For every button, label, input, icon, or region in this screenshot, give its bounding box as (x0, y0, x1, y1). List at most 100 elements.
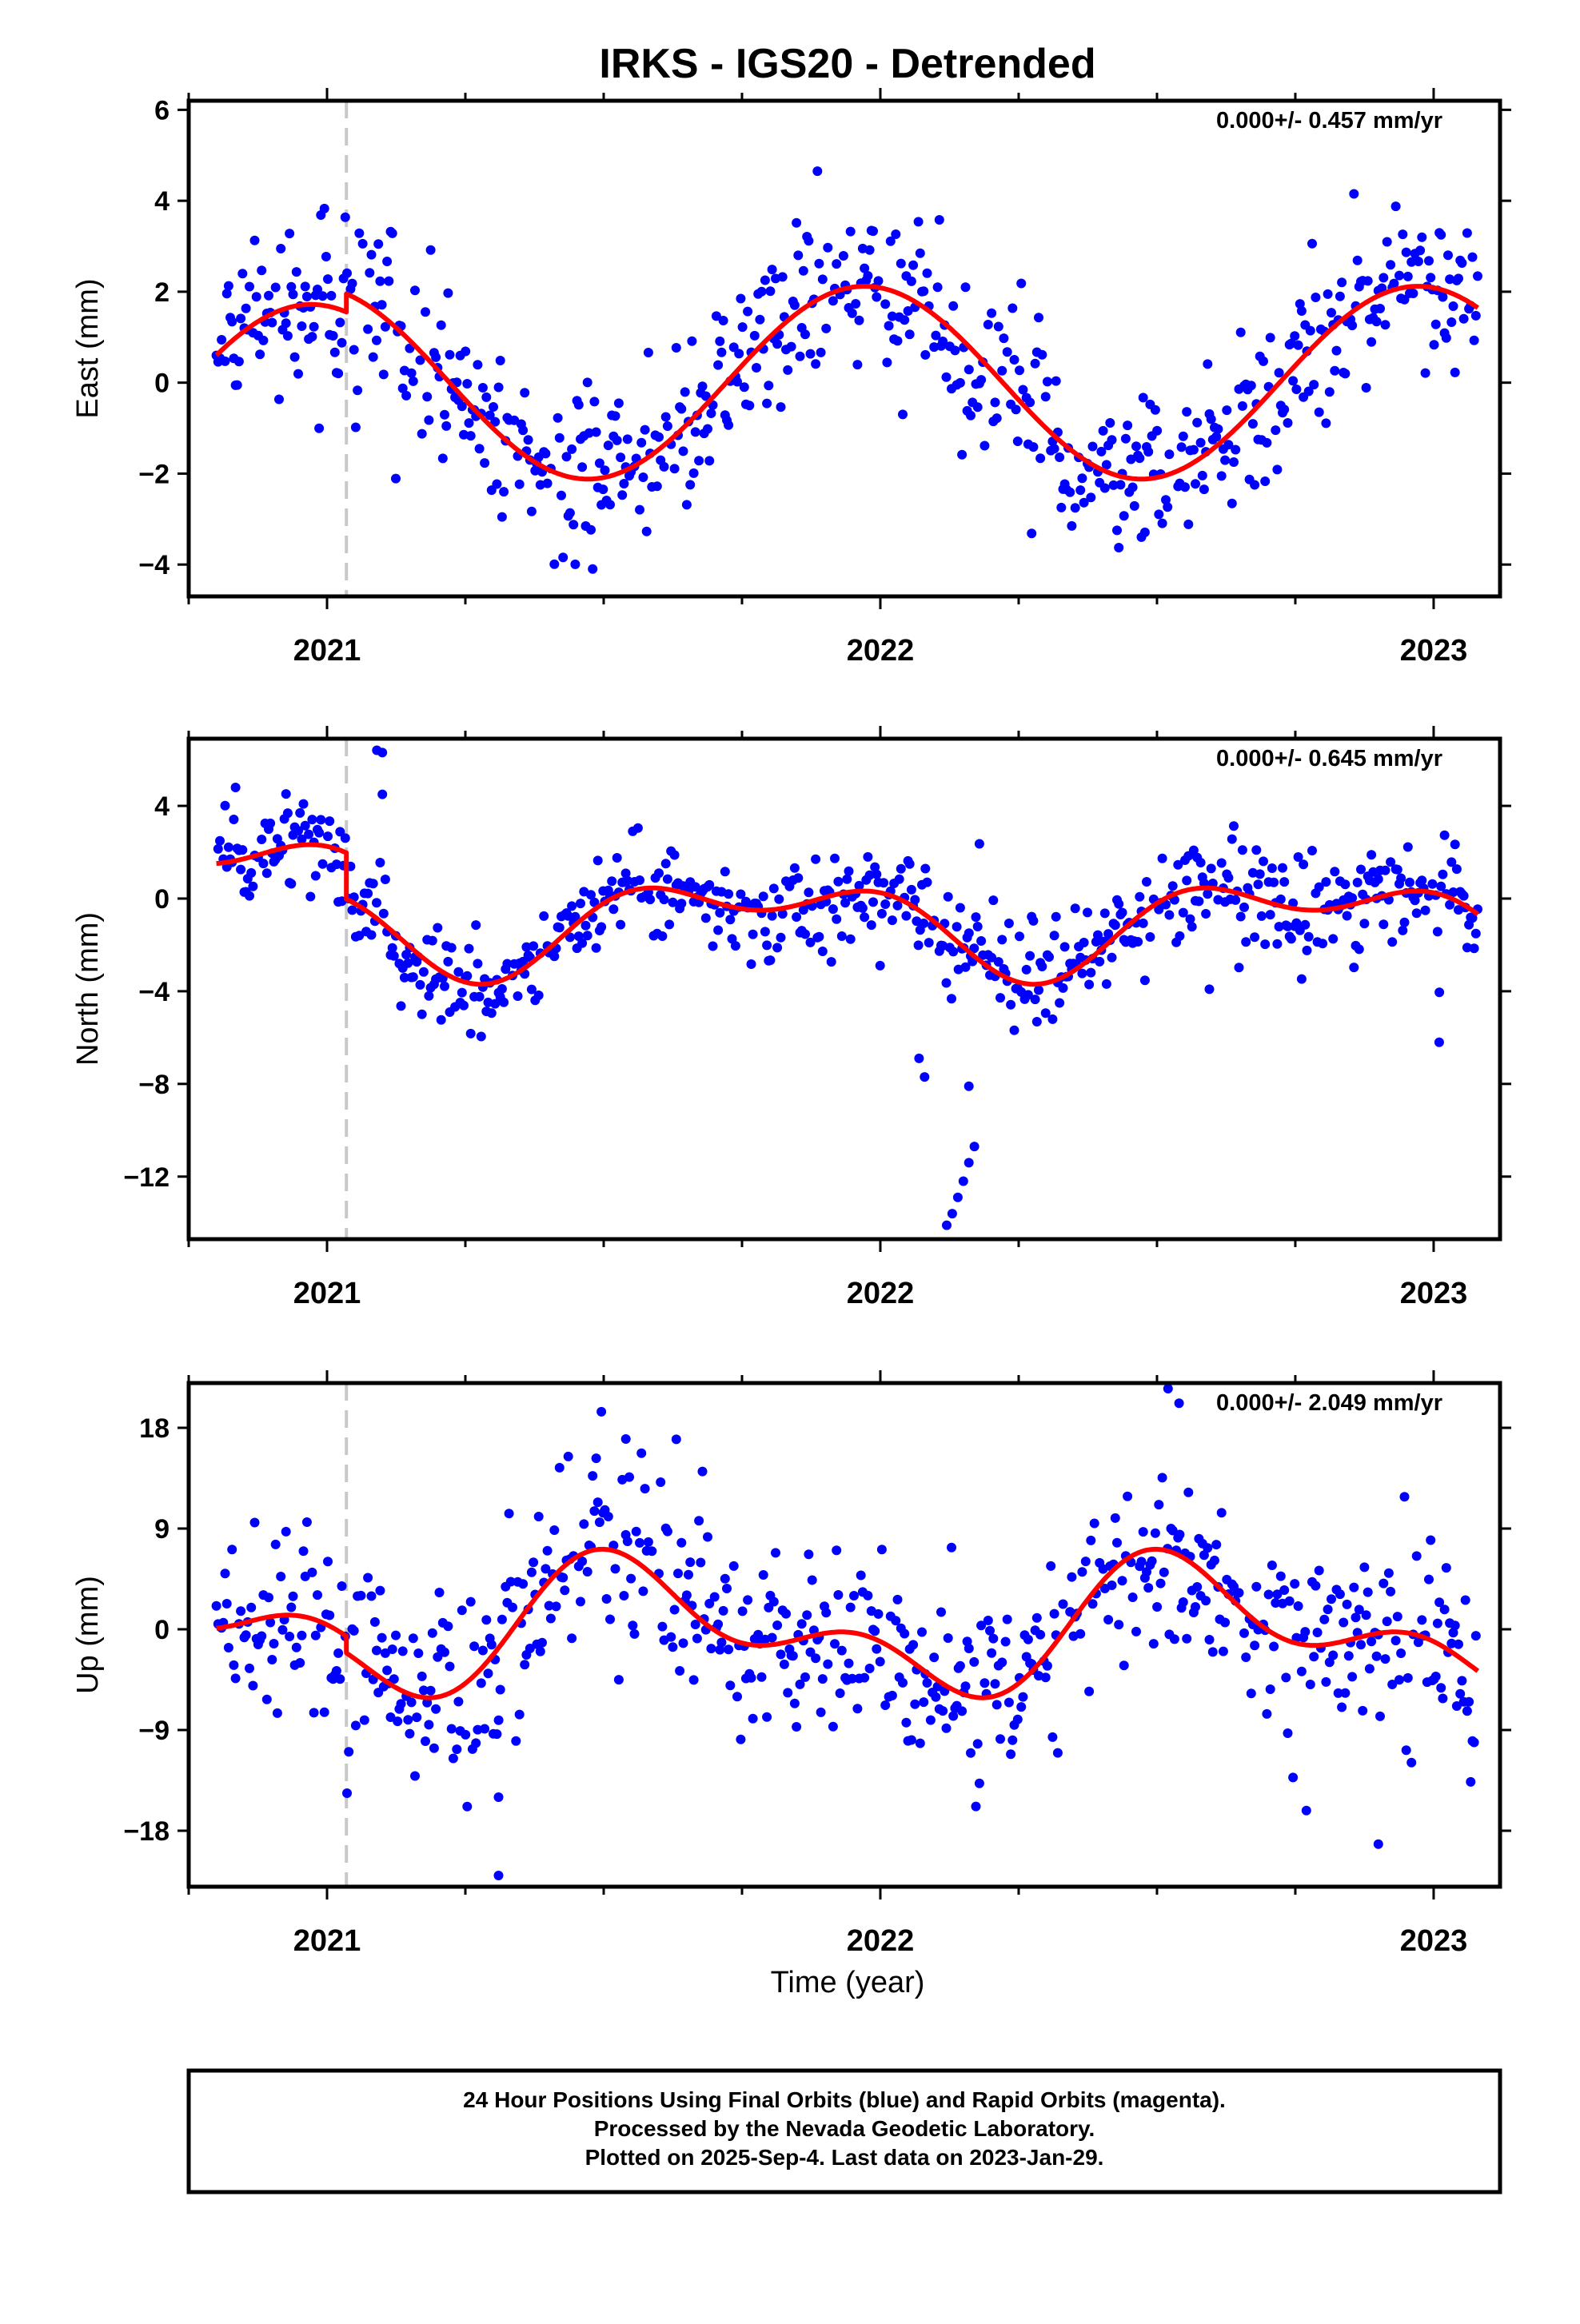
north-data-point (620, 868, 631, 879)
up-data-point (830, 1639, 840, 1649)
up-data-point (1003, 1697, 1014, 1708)
north-data-point (1256, 911, 1267, 921)
north-data-point (1139, 975, 1150, 986)
up-data-point (1154, 1500, 1164, 1510)
up-data-point (349, 1625, 359, 1636)
east-data-point (762, 398, 772, 409)
east-data-point (1028, 442, 1039, 452)
east-data-point (960, 282, 971, 293)
north-data-point (969, 943, 980, 954)
up-data-point (563, 1451, 573, 1461)
east-xtick-label: 2021 (293, 634, 361, 668)
north-data-point (774, 894, 784, 904)
east-data-point (249, 235, 260, 245)
east-data-point (752, 363, 761, 373)
east-data-point (873, 276, 884, 286)
north-data-point (497, 984, 507, 994)
up-data-point (1127, 1593, 1138, 1602)
up-data-point (669, 1604, 680, 1615)
east-data-point (526, 506, 537, 516)
up-data-point (223, 1643, 233, 1652)
east-data-point (307, 332, 317, 342)
up-data-point (804, 1549, 814, 1560)
up-data-point (1430, 1672, 1441, 1681)
up-data-point (941, 1723, 952, 1733)
east-data-point (600, 465, 610, 476)
east-data-point (1229, 457, 1239, 467)
east-data-point (1163, 502, 1173, 512)
east-data-point (1237, 401, 1247, 411)
east-data-point (1213, 424, 1223, 434)
east-data-point (1462, 228, 1472, 238)
north-data-point (1411, 908, 1422, 919)
east-data-point (1176, 442, 1187, 452)
up-data-point (424, 1720, 434, 1730)
up-data-point (704, 1598, 715, 1608)
up-data-point (427, 1628, 437, 1638)
north-data-point (919, 919, 929, 928)
north-data-point (817, 947, 828, 956)
north-ytick-label: −4 (138, 977, 170, 1007)
east-data-point (245, 281, 254, 292)
north-data-point (1101, 979, 1111, 989)
east-data-point (457, 401, 467, 412)
up-data-point (1182, 1633, 1192, 1644)
up-data-point (425, 1685, 436, 1696)
east-data-point (694, 456, 704, 466)
east-data-point (301, 292, 312, 301)
up-data-point (520, 1660, 530, 1670)
east-data-point (922, 268, 932, 278)
up-data-point (1016, 1702, 1027, 1712)
east-data-point (1235, 327, 1246, 337)
north-data-point (323, 831, 333, 842)
east-data-point (558, 552, 569, 563)
east-data-point (1279, 405, 1290, 415)
up-data-point (337, 1581, 347, 1591)
north-data-point (1015, 931, 1024, 942)
up-data-point (1411, 1551, 1422, 1561)
east-data-point (929, 342, 940, 353)
north-data-point (1055, 998, 1065, 1008)
east-data-point (424, 415, 434, 425)
up-data-point (1107, 1581, 1117, 1590)
north-data-point (399, 972, 409, 983)
east-data-point (991, 413, 1002, 424)
east-data-point (415, 355, 425, 365)
north-data-point (418, 967, 429, 977)
east-data-point (309, 321, 319, 332)
north-data-point (1299, 859, 1309, 870)
up-data-point (448, 1753, 458, 1764)
up-data-point (685, 1557, 696, 1568)
up-data-point (901, 1717, 912, 1728)
up-data-point (624, 1472, 634, 1482)
up-data-point (1040, 1672, 1051, 1683)
east-data-point (847, 308, 857, 318)
north-data-point (830, 853, 840, 863)
north-data-point (724, 889, 734, 899)
up-data-point (1284, 1596, 1295, 1606)
north-data-point (826, 957, 836, 967)
north-data-point (1077, 968, 1087, 979)
east-data-point (366, 249, 377, 260)
up-data-point (418, 1685, 429, 1696)
up-data-point (542, 1545, 553, 1556)
east-data-point (1470, 310, 1481, 321)
up-data-point (319, 1707, 329, 1717)
up-data-point (772, 1620, 783, 1630)
north-data-point (1235, 911, 1246, 922)
up-data-point (1455, 1688, 1466, 1699)
east-data-point (1015, 365, 1024, 376)
north-data-point (1216, 858, 1227, 868)
north-data-point (1356, 864, 1366, 875)
east-data-point (328, 331, 338, 341)
east-data-point (1216, 471, 1227, 481)
east-data-point (603, 440, 613, 451)
footer-line-2: Processed by the Nevada Geodetic Laborat… (594, 2116, 1095, 2141)
up-data-point (331, 1666, 341, 1676)
up-data-point (802, 1610, 812, 1620)
up-data-point (1281, 1672, 1291, 1683)
east-data-point (832, 259, 842, 269)
north-data-point (230, 783, 241, 792)
north-data-point (1229, 821, 1239, 831)
east-data-point (613, 398, 624, 409)
